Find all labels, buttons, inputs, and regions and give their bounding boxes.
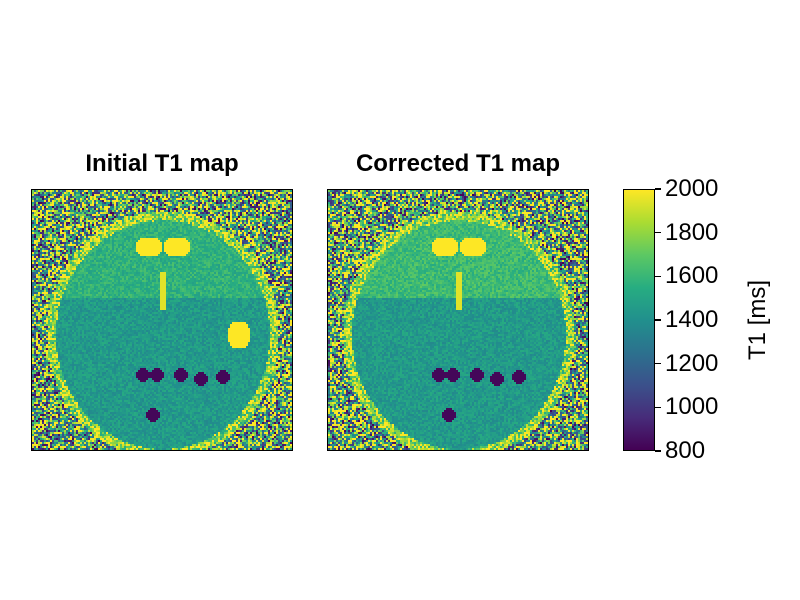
corrected-t1-heatmap bbox=[327, 189, 589, 451]
colorbar-tick bbox=[655, 231, 661, 234]
colorbar-tick-label: 1800 bbox=[665, 218, 719, 246]
initial-t1-heatmap-canvas bbox=[32, 190, 292, 450]
colorbar-tick-label: 2000 bbox=[665, 175, 719, 202]
colorbar-tick bbox=[655, 188, 661, 190]
initial-t1-heatmap bbox=[31, 189, 293, 451]
colorbar-tick bbox=[655, 275, 661, 278]
corrected-t1-heatmap-canvas bbox=[328, 190, 588, 450]
colorbar-tick-label: 1200 bbox=[665, 349, 719, 377]
colorbar-tick-label: 800 bbox=[665, 437, 706, 464]
colorbar-tick-label: 1600 bbox=[665, 262, 719, 290]
colorbar bbox=[623, 189, 655, 451]
colorbar-tick bbox=[655, 362, 661, 365]
colorbar-tick bbox=[655, 406, 661, 409]
title-corrected-t1-map: Corrected T1 map bbox=[355, 150, 561, 177]
colorbar-tick bbox=[655, 450, 661, 452]
colorbar-axis-label: T1 [ms] bbox=[744, 279, 771, 361]
colorbar-tick bbox=[655, 319, 661, 321]
colorbar-tick-label: 1000 bbox=[665, 393, 719, 421]
colorbar-tick-label: 1400 bbox=[665, 306, 719, 333]
title-initial-t1-map: Initial T1 map bbox=[85, 150, 239, 177]
